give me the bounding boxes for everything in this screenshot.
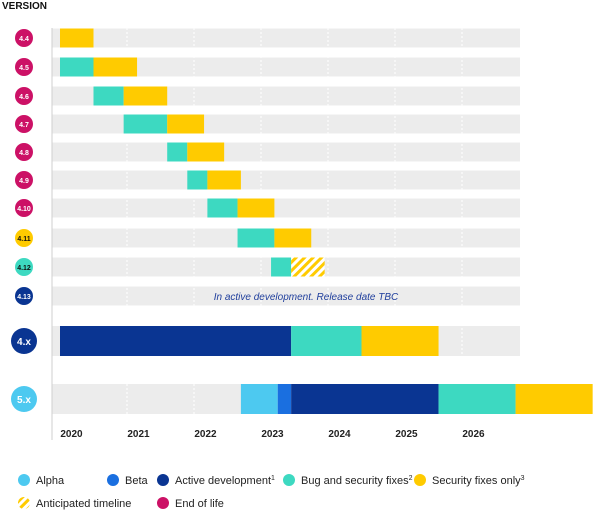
legend-label-beta: Beta <box>125 475 149 487</box>
badge-label-4-11: 4.11 <box>17 236 30 243</box>
legend-label-security: Security fixes only3 <box>432 475 525 487</box>
legend-footnote-security: 3 <box>521 475 525 482</box>
badge-label-4-13: 4.13 <box>17 294 31 301</box>
badge-label-5-x: 5.x <box>17 395 31 406</box>
bar-4-6-security <box>123 86 168 106</box>
legend-swatch-anticipated <box>18 497 30 509</box>
bar-4-7-bugfix <box>123 114 168 134</box>
bar-5-x-active <box>291 384 439 414</box>
bar-4-9-security <box>207 170 241 190</box>
badge-5-x <box>11 386 37 412</box>
badge-label-4-12: 4.12 <box>17 265 31 272</box>
legend-label-active: Active development1 <box>175 475 275 487</box>
bar-4-12-bugfix <box>271 257 292 277</box>
tick-label-2025: 2025 <box>395 429 418 440</box>
badge-label-4-4: 4.4 <box>19 36 29 43</box>
bar-4-8-bugfix <box>167 142 188 162</box>
bar-5-x-bugfix <box>438 384 516 414</box>
tick-label-2020: 2020 <box>60 429 83 440</box>
bar-4-x-security <box>361 326 439 356</box>
bar-4-11-bugfix <box>237 228 275 248</box>
badge-4-7 <box>15 115 33 133</box>
tick-label-2024: 2024 <box>328 429 351 440</box>
badge-4-8 <box>15 143 33 161</box>
bar-4-6-bugfix <box>93 86 124 106</box>
row-track-4-9 <box>52 170 520 190</box>
legend-footnote-active: 1 <box>271 475 275 482</box>
row-track-4-4 <box>52 28 520 48</box>
legend-swatch-active <box>157 474 169 486</box>
row-track-4-10 <box>52 198 520 218</box>
tick-label-2026: 2026 <box>462 429 485 440</box>
legend-swatch-alpha <box>18 474 30 486</box>
legend-swatch-eol <box>157 497 169 509</box>
row-track-4-13 <box>52 286 520 306</box>
bar-4-x-bugfix <box>291 326 362 356</box>
badge-4-13 <box>15 287 33 305</box>
bar-4-9-bugfix <box>187 170 208 190</box>
badge-label-4-5: 4.5 <box>19 65 29 72</box>
legend-swatch-security <box>414 474 426 486</box>
bar-4-11-security <box>274 228 312 248</box>
badge-4-10 <box>15 199 33 217</box>
badge-4-x <box>11 328 37 354</box>
row-track-4-8 <box>52 142 520 162</box>
bar-4-8-security <box>187 142 225 162</box>
bar-4-4-security <box>60 28 94 48</box>
version-badges: 4.4 4.5 4.6 4.7 4.8 4.9 4.10 4.11 4.12 4.13 4.x 5.x <box>11 29 37 412</box>
phase-bars: In active development. Release date TBC <box>60 28 593 414</box>
badge-label-4-x: 4.x <box>17 337 31 348</box>
badge-label-4-9: 4.9 <box>19 178 29 185</box>
bar-4-5-security <box>93 57 138 77</box>
tick-label-2021: 2021 <box>127 429 150 440</box>
row-track-4-6 <box>52 86 520 106</box>
row-note: In active development. Release date TBC <box>214 292 399 303</box>
y-axis-label: VERSION <box>2 1 47 12</box>
badge-label-4-7: 4.7 <box>19 122 29 129</box>
legend-label-bugfix: Bug and security fixes2 <box>301 475 413 487</box>
bar-5-x-alpha <box>240 384 278 414</box>
row-track-4-7 <box>52 114 520 134</box>
bar-4-10-security <box>237 198 275 218</box>
legend-swatch-bugfix <box>283 474 295 486</box>
badge-4-11 <box>15 229 33 247</box>
bar-4-10-bugfix <box>207 198 238 218</box>
badge-4-6 <box>15 87 33 105</box>
bar-5-x-beta <box>277 384 292 414</box>
legend-label-alpha: Alpha <box>36 475 65 487</box>
bar-5-x-security <box>515 384 593 414</box>
badge-4-4 <box>15 29 33 47</box>
legend-swatch-beta <box>107 474 119 486</box>
legend-label-eol: End of life <box>175 498 224 510</box>
bar-4-7-security <box>167 114 205 134</box>
legend-label-anticipated: Anticipated timeline <box>36 498 131 510</box>
badge-4-9 <box>15 171 33 189</box>
row-tracks <box>52 28 520 414</box>
legend: Alpha Beta Active development1 Bug and secu… <box>18 474 525 510</box>
row-track-4-5 <box>52 57 520 77</box>
badge-label-4-10: 4.10 <box>17 206 31 213</box>
x-axis-ticks: 2020 2021 2022 2023 2024 2025 2026 <box>60 429 485 440</box>
badge-4-12 <box>15 258 33 276</box>
bar-4-12-anticipated <box>291 257 325 277</box>
bar-4-x-active <box>60 326 292 356</box>
badge-4-5 <box>15 58 33 76</box>
bar-4-5-bugfix <box>60 57 94 77</box>
badge-label-4-6: 4.6 <box>19 94 29 101</box>
legend-footnote-bugfix: 2 <box>409 475 413 482</box>
tick-label-2022: 2022 <box>194 429 217 440</box>
tick-label-2023: 2023 <box>261 429 284 440</box>
badge-label-4-8: 4.8 <box>19 150 29 157</box>
